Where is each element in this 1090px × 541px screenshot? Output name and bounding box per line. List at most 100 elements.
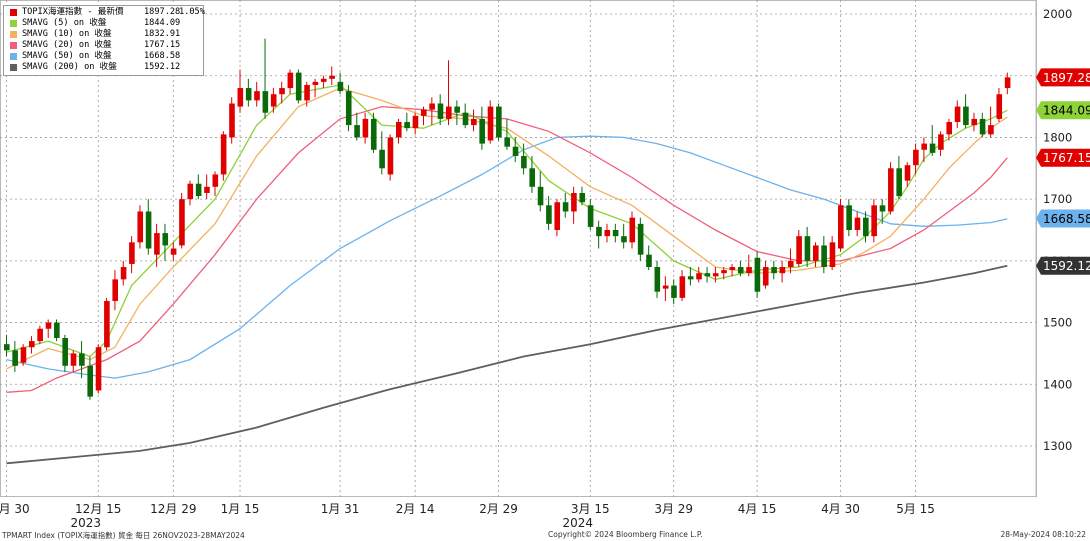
candle-body	[979, 118, 986, 135]
candle-body	[404, 122, 410, 129]
x-tick-label: 4月 30	[821, 502, 860, 516]
candle-body	[295, 72, 302, 101]
y-tick-label: 1300	[1043, 439, 1072, 453]
candle-body	[954, 106, 961, 122]
candle-body	[904, 165, 911, 181]
candle-body	[637, 223, 644, 255]
y-tick-label: 1500	[1043, 316, 1072, 330]
legend-item: SMAVG (10) on 收盤 1832.91	[4, 29, 204, 40]
candle-body	[229, 103, 235, 138]
year-label: 2023	[70, 516, 101, 530]
legend-item: TOPIX海運指數 - 最新價 1897.28 1.05%	[4, 7, 205, 18]
candle-body	[496, 106, 502, 138]
candle-body	[512, 146, 519, 156]
candles	[4, 38, 1011, 400]
candle-body	[237, 88, 244, 107]
legend-value: 1767.15	[144, 40, 181, 50]
candle-body	[579, 192, 586, 203]
x-tick-label: 1月 31	[321, 502, 360, 516]
candle-body	[245, 88, 252, 101]
candle-body	[629, 217, 636, 243]
candle-body	[212, 174, 219, 187]
last-value-tags: 1897.28 1844.09 1767.15 1668.58 1592.12	[1036, 68, 1090, 275]
candle-body	[137, 211, 144, 243]
candle-body	[787, 260, 794, 268]
legend-swatch	[10, 64, 17, 71]
x-tick-label: 12月 29	[150, 502, 196, 516]
candle-body	[129, 242, 135, 264]
legend-label: TOPIX海運指數 - 最新價	[22, 7, 124, 17]
x-tick-label: 4月 15	[738, 502, 777, 516]
candle-body	[471, 118, 477, 126]
x-tick-label: 12月 15	[75, 502, 121, 516]
candle-body	[429, 103, 435, 110]
candle-body	[287, 72, 294, 89]
candle-body	[562, 202, 569, 212]
candle-body	[446, 106, 452, 119]
candle-body	[662, 285, 669, 289]
legend-item: SMAVG (50) on 收盤 1668.58	[4, 51, 204, 62]
value-tag-label: 1668.58	[1043, 212, 1090, 226]
candle-body	[654, 267, 661, 292]
candle-body	[504, 137, 510, 147]
candle-body	[971, 118, 978, 126]
candle-body	[454, 106, 460, 113]
candle-body	[704, 273, 711, 277]
candle-body	[537, 186, 544, 206]
candle-body	[220, 134, 227, 175]
candle-body	[963, 106, 969, 126]
x-tick-label: 3月 15	[571, 502, 610, 516]
candle-body	[87, 365, 93, 397]
candle-body	[871, 205, 877, 237]
candle-body	[846, 205, 852, 230]
candle-body	[729, 267, 736, 271]
candle-body	[529, 168, 536, 187]
candle-body	[604, 230, 611, 237]
legend-swatch	[10, 9, 17, 16]
candle-body	[20, 347, 27, 363]
candle-body	[370, 118, 377, 150]
legend: TOPIX海運指數 - 最新價 1897.28 1.05% SMAVG (5) …	[3, 5, 205, 76]
y-tick-label: 1400	[1043, 377, 1072, 391]
candle-body	[721, 270, 727, 274]
value-tag	[1036, 256, 1090, 275]
candle-body	[120, 267, 127, 280]
candle-body	[70, 353, 77, 366]
y-tick-label: 2000	[1043, 7, 1072, 21]
x-tick-label: 2月 29	[479, 502, 518, 516]
candle-body	[95, 347, 102, 391]
x-tick-label: 1月 15	[221, 502, 260, 516]
candle-body	[329, 75, 335, 79]
candle-body	[896, 168, 902, 197]
candle-body	[546, 205, 552, 224]
candle-body	[262, 91, 269, 113]
candle-body	[204, 186, 210, 193]
candle-body	[187, 183, 194, 200]
legend-value: 1897.28	[144, 7, 181, 17]
ma-line	[6, 264, 1008, 465]
ma-line	[6, 105, 1008, 393]
candle-body	[854, 217, 861, 230]
legend-item: SMAVG (5) on 收盤 1844.09	[4, 18, 204, 29]
candle-body	[812, 245, 819, 261]
x-tick-label: 2月 14	[396, 502, 435, 516]
legend-label: SMAVG (50) on 收盤	[22, 51, 112, 61]
candle-body	[112, 279, 119, 301]
x-tick-label: 5月 15	[896, 502, 935, 516]
candle-body	[304, 84, 310, 101]
candle-body	[145, 211, 152, 249]
candle-body	[362, 118, 369, 138]
candle-body	[587, 205, 594, 227]
candle-body	[712, 273, 719, 277]
candle-body	[337, 81, 344, 92]
value-tag	[1036, 209, 1090, 228]
legend-value: 1592.12	[144, 62, 181, 72]
value-tag-label: 1844.09	[1043, 104, 1090, 118]
candle-body	[170, 248, 177, 255]
y-tick-label: 1800	[1043, 130, 1072, 144]
candle-body	[45, 322, 52, 329]
footer-source: TPMART Index (TOPIX海運指數) 貿金 每日 26NOV2023…	[2, 531, 245, 540]
value-tag	[1036, 101, 1090, 120]
candle-body	[554, 202, 561, 230]
